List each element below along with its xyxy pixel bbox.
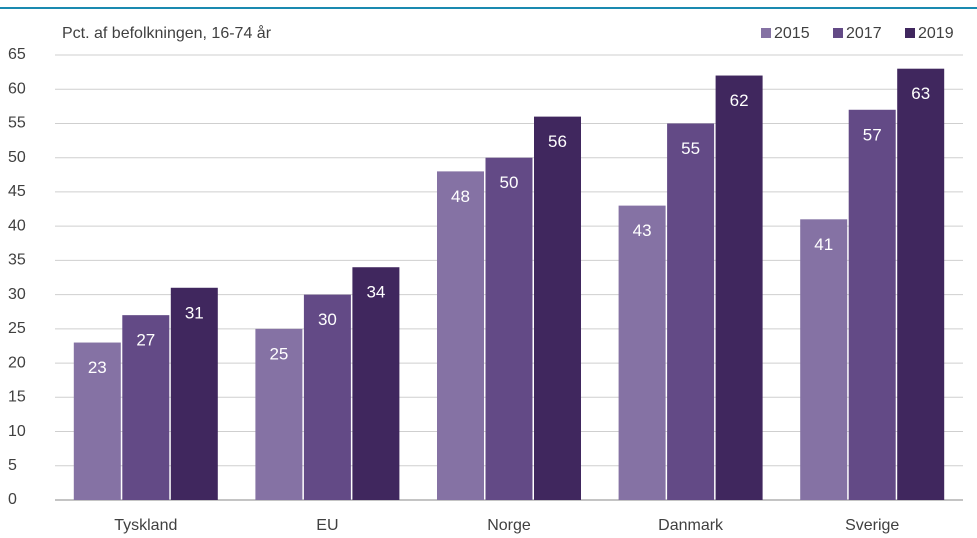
legend-swatch: [905, 28, 915, 38]
bar: [618, 205, 666, 500]
bar: [255, 328, 303, 500]
y-tick-label: 25: [8, 320, 26, 337]
data-label: 30: [318, 310, 337, 329]
y-tick-label: 0: [8, 491, 17, 508]
bar: [303, 294, 351, 500]
y-tick-label: 60: [8, 80, 26, 97]
data-label: 63: [911, 84, 930, 103]
bar: [485, 157, 533, 500]
bar: [800, 219, 848, 501]
y-tick-label: 50: [8, 149, 26, 166]
data-label: 56: [548, 132, 567, 151]
data-label: 48: [451, 187, 470, 206]
data-label: 50: [500, 173, 519, 192]
legend-label: 2019: [918, 25, 954, 42]
chart-subtitle: Pct. af befolkningen, 16-74 år: [62, 24, 272, 42]
bar: [667, 123, 715, 500]
x-tick-label: Norge: [487, 517, 531, 534]
bar: [437, 171, 484, 500]
y-tick-label: 40: [8, 217, 26, 234]
bar: [352, 267, 400, 500]
bar: [848, 109, 896, 501]
data-label: 57: [863, 125, 882, 144]
bar: [534, 116, 581, 500]
data-label: 34: [366, 283, 385, 302]
legend-label: 2015: [774, 25, 810, 42]
legend-swatch: [761, 28, 771, 38]
y-tick-label: 45: [8, 183, 26, 200]
y-tick-label: 55: [8, 115, 26, 132]
x-tick-label: Tyskland: [114, 517, 177, 534]
data-label: 27: [136, 331, 155, 350]
legend-label: 2017: [846, 25, 882, 42]
bar: [73, 342, 121, 500]
bar: [170, 287, 218, 500]
bar: [715, 75, 763, 501]
data-label: 43: [633, 221, 652, 240]
legend-swatch: [833, 28, 843, 38]
data-label: 25: [269, 344, 288, 363]
bar: [122, 315, 170, 500]
bar: [897, 68, 945, 500]
data-label: 41: [814, 235, 833, 254]
y-tick-label: 5: [8, 457, 17, 474]
data-label: 31: [185, 303, 204, 322]
y-tick-label: 65: [8, 46, 26, 63]
x-tick-label: Sverige: [845, 517, 899, 534]
data-label: 55: [681, 139, 700, 158]
x-tick-label: Danmark: [658, 517, 724, 534]
y-tick-label: 20: [8, 354, 26, 371]
y-tick-label: 15: [8, 389, 26, 406]
y-tick-label: 10: [8, 423, 26, 440]
data-label: 62: [730, 91, 749, 110]
y-tick-label: 35: [8, 252, 26, 269]
y-tick-label: 30: [8, 286, 26, 303]
data-label: 23: [88, 358, 107, 377]
x-tick-label: EU: [316, 517, 338, 534]
